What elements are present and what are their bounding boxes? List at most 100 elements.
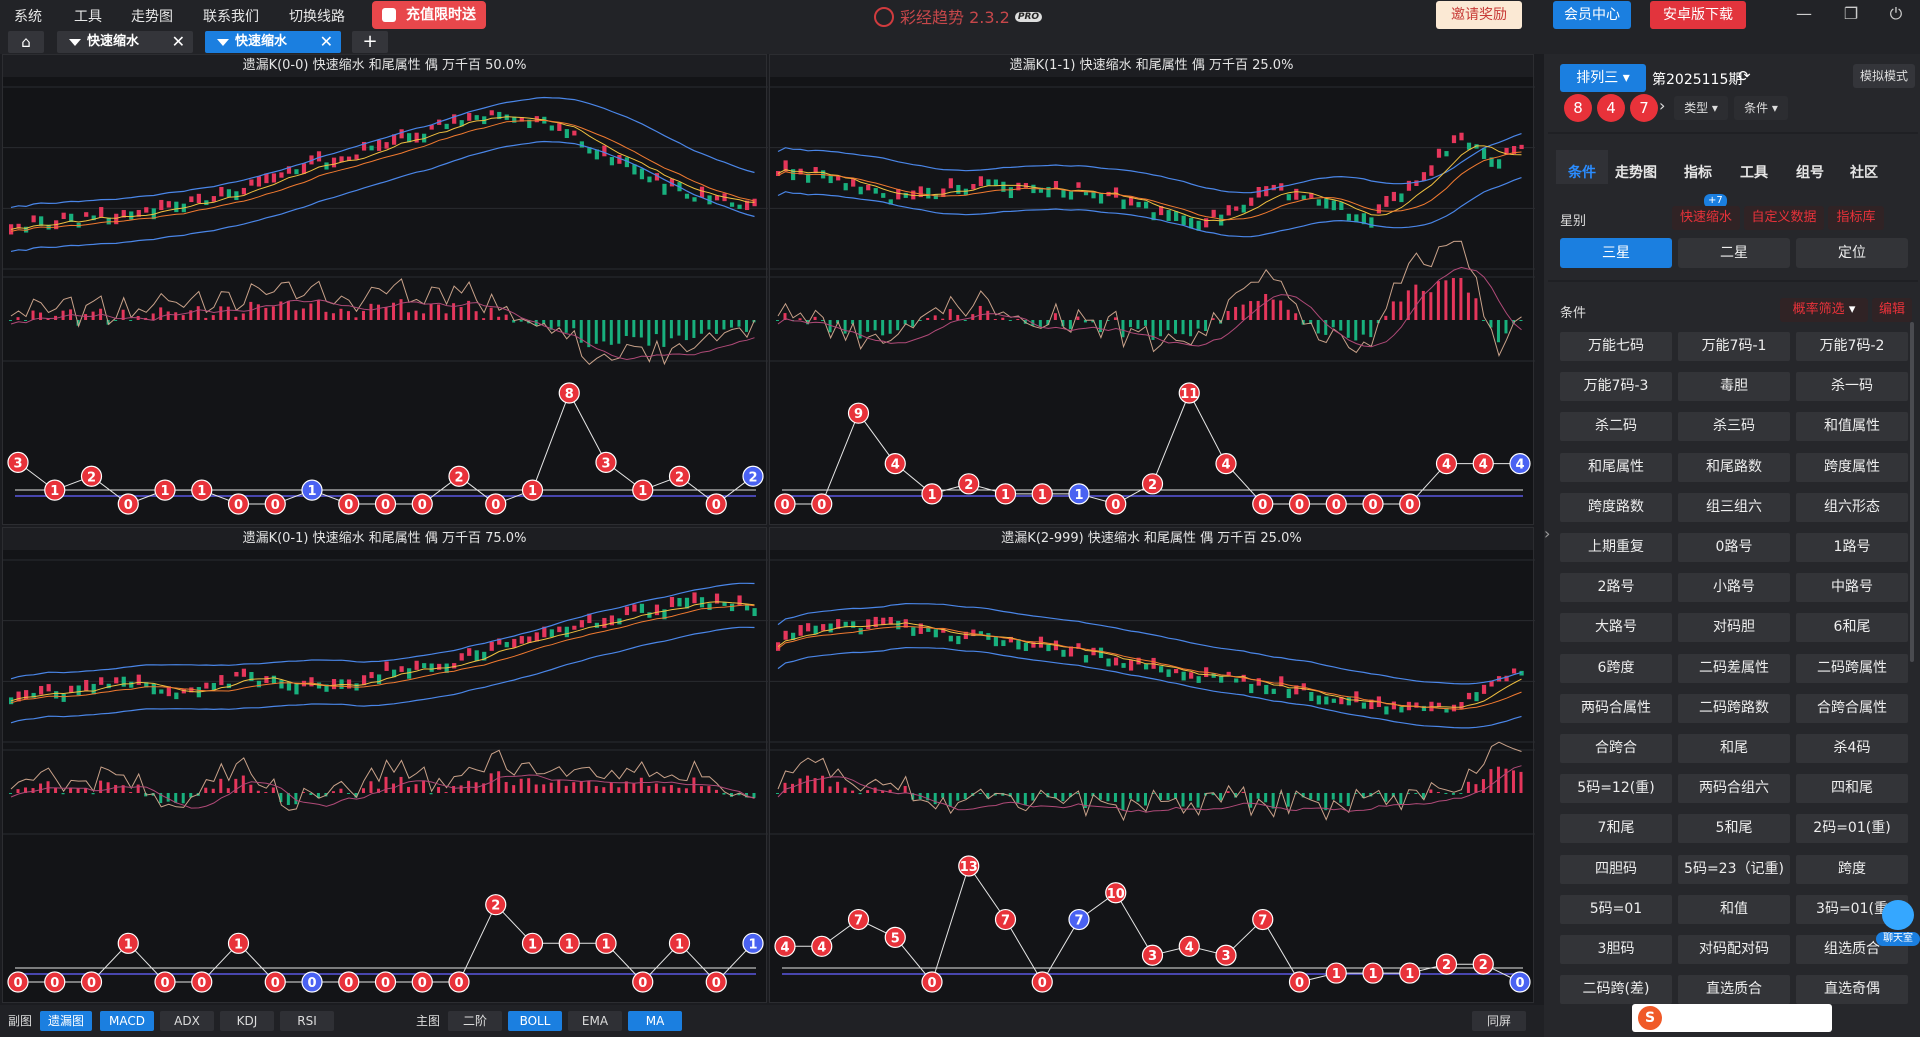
menu-trend[interactable]: 走势图 [131, 9, 173, 25]
condition-button[interactable]: 5码=01 [1560, 894, 1672, 924]
condition-button[interactable]: 组六形态 [1796, 492, 1908, 522]
main-tab-boll[interactable]: BOLL [508, 1011, 562, 1031]
menu-contact[interactable]: 联系我们 [203, 9, 259, 25]
power-icon[interactable]: ⏻ [1889, 4, 1903, 23]
condition-button[interactable]: 小路号 [1678, 573, 1790, 603]
sub-tab-adx[interactable]: ADX [160, 1011, 214, 1031]
condition-button[interactable]: 对码配对码 [1678, 935, 1790, 964]
condition-button[interactable]: 两码合属性 [1560, 693, 1672, 723]
condition-button[interactable]: 万能7码-2 [1796, 332, 1908, 361]
condition-select[interactable]: 条件 ▾ [1734, 96, 1788, 120]
sub-tab-omission[interactable]: 遗漏图 [40, 1011, 92, 1031]
nav-tab-groups[interactable]: 组号 [1796, 165, 1824, 181]
condition-button[interactable]: 和尾路数 [1678, 452, 1790, 482]
nav-tab-conditions[interactable]: 条件 [1568, 165, 1596, 181]
condition-button[interactable]: 2路号 [1560, 573, 1672, 603]
condition-button[interactable]: 5码=23（记重) [1678, 854, 1790, 884]
condition-button[interactable]: 和值 [1678, 894, 1790, 924]
home-icon[interactable]: ⌂ [8, 31, 44, 53]
menu-system[interactable]: 系统 [14, 9, 42, 25]
sub-tab-kdj[interactable]: KDJ [220, 1011, 274, 1031]
condition-button[interactable]: 直选质合 [1678, 975, 1790, 1005]
nav-tab-tools[interactable]: 工具 [1740, 165, 1768, 181]
condition-button[interactable]: 四和尾 [1796, 774, 1908, 804]
tab-quick-shrink-2[interactable]: 快速缩水 ✕ [205, 31, 341, 53]
condition-button[interactable]: 6跨度 [1560, 653, 1672, 683]
condition-button[interactable]: 和尾 [1678, 734, 1790, 763]
lottery-select[interactable]: 排列三 ▾ [1560, 64, 1646, 92]
condition-button[interactable]: 0路号 [1678, 533, 1790, 562]
nav-tab-trend[interactable]: 走势图 [1615, 165, 1657, 181]
condition-button[interactable]: 上期重复 [1560, 533, 1672, 562]
condition-button[interactable]: 直选奇偶 [1796, 975, 1908, 1005]
add-tab-icon[interactable]: + [352, 31, 388, 53]
condition-button[interactable]: 万能七码 [1560, 332, 1672, 361]
sogou-ime-icon[interactable]: S [1638, 1006, 1662, 1030]
same-screen-button[interactable]: 同屏 [1472, 1011, 1526, 1031]
chart-panel-0-0[interactable]: 遗漏K(0-0) 快速缩水 和尾属性 偶 万千百 50.0% 3 1 2 0 1 1 0 0 1… [2, 54, 768, 526]
chart-panel-2-999[interactable]: 遗漏K(2-999) 快速缩水 和尾属性 偶 万千百 25.0% 4 4 7 5 0 13… [769, 527, 1535, 1004]
tag-custom-data[interactable]: 自定义数据 [1744, 206, 1824, 230]
position-button[interactable]: 定位 [1796, 238, 1908, 268]
condition-button[interactable]: 跨度路数 [1560, 492, 1672, 522]
condition-button[interactable]: 6和尾 [1796, 613, 1908, 643]
main-tab-ma[interactable]: MA [628, 1011, 682, 1031]
star-two-button[interactable]: 二星 [1678, 238, 1790, 268]
prob-filter-select[interactable]: 概率筛选 ▾ [1780, 298, 1868, 322]
scrollbar[interactable] [1910, 322, 1914, 662]
panel-charts[interactable]: 3 1 2 0 1 1 0 0 1 0 0 0 2 0 1 8 3 1 2 0 2 [3, 77, 768, 526]
next-arrow-icon[interactable]: › [1659, 96, 1666, 115]
tag-indicator-lib[interactable]: 指标库 [1828, 206, 1884, 230]
menu-switch-line[interactable]: 切换线路 [289, 9, 345, 25]
panel-charts[interactable]: 4 4 7 5 0 13 7 0 7 10 3 4 3 7 0 1 1 1 2 2 0 [770, 550, 1535, 1004]
sub-tab-rsi[interactable]: RSI [280, 1011, 334, 1031]
condition-button[interactable]: 万能7码-1 [1678, 332, 1790, 361]
condition-button[interactable]: 杀一码 [1796, 372, 1908, 402]
tag-quick-shrink[interactable]: 快速缩水 [1672, 206, 1740, 230]
condition-button[interactable]: 二码差属性 [1678, 653, 1790, 683]
main-tab-ema[interactable]: EMA [568, 1011, 622, 1031]
recharge-promo-button[interactable]: 充值限时送 [372, 1, 486, 29]
condition-button[interactable]: 跨度 [1796, 854, 1908, 884]
condition-button[interactable]: 杀4码 [1796, 734, 1908, 763]
condition-button[interactable]: 跨度属性 [1796, 452, 1908, 482]
condition-button[interactable]: 2码=01(重) [1796, 814, 1908, 844]
condition-button[interactable]: 和值属性 [1796, 412, 1908, 442]
refresh-icon[interactable]: ⟳ [1738, 67, 1751, 85]
sim-mode-button[interactable]: 模拟模式 [1853, 64, 1915, 88]
condition-button[interactable]: 二码跨路数 [1678, 693, 1790, 723]
condition-button[interactable]: 合跨合 [1560, 734, 1672, 763]
condition-button[interactable]: 合跨合属性 [1796, 693, 1908, 723]
member-center-button[interactable]: 会员中心 [1553, 1, 1631, 29]
nav-tab-indicators[interactable]: 指标 [1684, 165, 1712, 181]
invite-reward-button[interactable]: 邀请奖励 [1436, 1, 1522, 29]
star-three-button[interactable]: 三星 [1560, 238, 1672, 268]
condition-button[interactable]: 5和尾 [1678, 814, 1790, 844]
menu-tools[interactable]: 工具 [74, 9, 102, 25]
condition-button[interactable]: 组三组六 [1678, 492, 1790, 522]
condition-button[interactable]: 对码胆 [1678, 613, 1790, 643]
minimize-icon[interactable]: — [1796, 4, 1812, 23]
sub-tab-macd[interactable]: MACD [100, 1011, 154, 1031]
condition-button[interactable]: 中路号 [1796, 573, 1908, 603]
condition-button[interactable]: 毒胆 [1678, 372, 1790, 402]
type-select[interactable]: 类型 ▾ [1674, 96, 1728, 120]
condition-button[interactable]: 杀三码 [1678, 412, 1790, 442]
condition-button[interactable]: 四胆码 [1560, 854, 1672, 884]
condition-button[interactable]: 杀二码 [1560, 412, 1672, 442]
condition-button[interactable]: 两码合组六 [1678, 774, 1790, 804]
condition-button[interactable]: 5码=12(重) [1560, 774, 1672, 804]
panel-charts[interactable]: 0 0 0 1 0 0 1 0 0 0 0 0 0 2 1 1 1 0 1 0 1 [3, 550, 768, 1004]
condition-button[interactable]: 万能7码-3 [1560, 372, 1672, 402]
tab-quick-shrink-1[interactable]: 快速缩水 ✕ [57, 31, 193, 53]
nav-tab-community[interactable]: 社区 [1850, 165, 1878, 181]
android-download-button[interactable]: 安卓版下载 [1650, 1, 1746, 29]
edit-button[interactable]: 编辑 [1872, 298, 1912, 322]
close-icon[interactable]: ✕ [171, 32, 185, 51]
condition-button[interactable]: 二码跨属性 [1796, 653, 1908, 683]
chat-room-button[interactable]: 聊天室 [1876, 900, 1920, 948]
condition-button[interactable]: 1路号 [1796, 533, 1908, 562]
condition-button[interactable]: 7和尾 [1560, 814, 1672, 844]
collapse-arrow-icon[interactable]: › [1544, 524, 1551, 543]
